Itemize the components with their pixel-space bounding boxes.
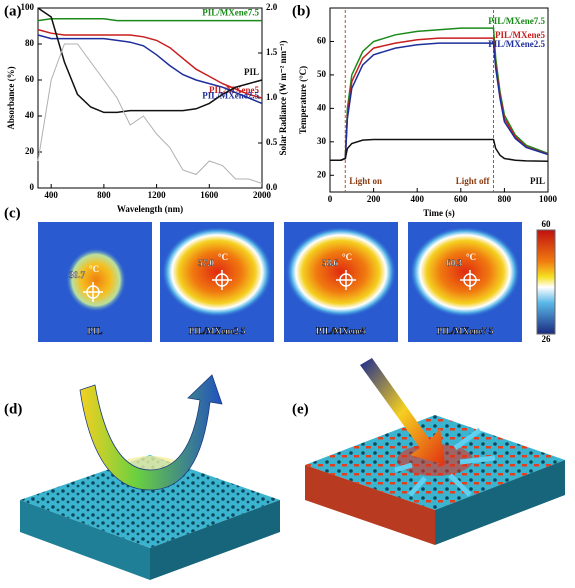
y2-axis-label: Solar Radiance (W m⁻² nm⁻¹) <box>278 40 288 155</box>
foam-side <box>435 460 565 545</box>
x-tick-label: 200 <box>367 194 381 204</box>
series-line <box>330 37 549 161</box>
illustration-d <box>20 374 280 580</box>
series-line <box>37 43 263 184</box>
x-tick-label: 0 <box>328 194 333 204</box>
y-tick-label: 50 <box>317 69 327 79</box>
y-tick-label: 80 <box>25 38 35 48</box>
y-tick-label: 100 <box>21 2 35 12</box>
y2-tick-label: 0.5 <box>266 137 278 147</box>
temperature-unit: °C <box>89 264 99 274</box>
series-line <box>330 138 549 162</box>
y-tick-label: 20 <box>25 146 35 156</box>
legend-label: PIL/MXene7.5 <box>202 8 259 18</box>
temperature-unit: °C <box>342 252 352 262</box>
temperature-reading: 58.6 <box>322 258 338 268</box>
panel-b: 0 200 400 600 800 1000 20 30 40 50 60 Time (s) Tempe… <box>298 7 558 218</box>
y-tick-label: 60 <box>317 36 327 46</box>
panel-a: 400 800 1200 1600 2000 0 20 40 60 80 100 0.0 0.5 1.0 1… <box>6 2 288 214</box>
x-axis-label: Time (s) <box>423 208 455 218</box>
temperature-reading: 57.0 <box>198 258 214 268</box>
temperature-reading: 60.3 <box>446 258 462 268</box>
image-caption: PIL/MXene5 <box>316 326 366 336</box>
legend-label: PIL/MXene5 <box>209 85 259 95</box>
panel-label: (c) <box>4 205 21 221</box>
legend-label: PIL <box>530 176 545 186</box>
legend-label: PIL/MXene7.5 <box>488 16 545 26</box>
x-tick-label: 2000 <box>253 190 272 200</box>
y-tick-label: 40 <box>317 102 327 112</box>
x-tick-label: 600 <box>454 194 468 204</box>
legend-label: PIL <box>244 67 259 77</box>
reflect-arrow <box>79 374 223 491</box>
image-caption: PIL <box>87 326 102 336</box>
illustration-e <box>305 358 565 545</box>
temperature-unit: °C <box>218 252 228 262</box>
y-tick-label: 60 <box>25 74 35 84</box>
panel-c: 30.7 °C PIL 57.0 °C PIL/MXene2.5 58.6 °C PIL/MXe… <box>38 219 556 344</box>
image-caption: PIL/MXene2.5 <box>189 326 246 336</box>
panel-label: (b) <box>292 3 310 19</box>
series-line <box>37 28 263 99</box>
foam-top <box>20 455 280 548</box>
incident-arrow <box>360 358 445 465</box>
heat-arrows <box>394 427 496 497</box>
y2-tick-label: 0.0 <box>266 182 278 192</box>
x-tick-label: 1200 <box>148 190 167 200</box>
crosshair <box>212 270 232 290</box>
thermal-spot <box>162 227 272 317</box>
y-axis-label: Absorbance (%) <box>6 66 16 129</box>
annotation-text: Light off <box>456 176 491 186</box>
colorbar <box>536 229 556 335</box>
series-line <box>37 7 263 114</box>
thermal-spot <box>286 227 396 317</box>
series-line <box>37 18 262 22</box>
x-tick-label: 800 <box>97 190 111 200</box>
colorbar-label: 60 <box>542 219 552 229</box>
y2-tick-label: 2.0 <box>266 2 278 12</box>
thermal-spot <box>66 248 126 312</box>
legend-label: PIL/MXene2.5 <box>488 39 545 49</box>
x-tick-label: 1600 <box>200 190 219 200</box>
x-axis-label: Wavelength (nm) <box>117 204 183 214</box>
series-line <box>330 42 549 161</box>
foam-side <box>150 500 280 580</box>
y-axis-label: Temperature (°C) <box>298 66 308 134</box>
y2-tick-label: 1.5 <box>266 47 278 57</box>
x-tick-label: 1000 <box>539 194 558 204</box>
y-tick-label: 20 <box>317 169 327 179</box>
foam-side <box>20 500 150 580</box>
thermal-spot <box>410 227 520 317</box>
annotation-text: Light on <box>349 176 382 186</box>
foam-side <box>305 465 435 545</box>
panel-label: (d) <box>4 401 22 417</box>
colorbar-label: 26 <box>542 334 552 344</box>
x-tick-label: 400 <box>410 194 424 204</box>
plot-frame <box>329 7 549 193</box>
panel-label: (e) <box>292 401 309 417</box>
temperature-unit: °C <box>466 252 476 262</box>
crosshair <box>336 270 356 290</box>
y2-tick-label: 1.0 <box>266 92 278 102</box>
y-tick-label: 0 <box>30 182 35 192</box>
panel-label: (a) <box>4 3 22 19</box>
y-tick-label: 40 <box>25 110 35 120</box>
image-caption: PIL/MXene7.5 <box>437 326 494 336</box>
legend-label: PIL/MXene5 <box>495 30 545 40</box>
y-tick-label: 30 <box>317 136 327 146</box>
crosshair <box>460 270 480 290</box>
temperature-reading: 30.7 <box>69 270 85 280</box>
legend-label: PIL/MXene2.5 <box>202 90 259 100</box>
crosshair <box>83 282 103 302</box>
series-line <box>37 34 263 105</box>
x-tick-label: 800 <box>498 194 512 204</box>
x-tick-label: 400 <box>44 190 58 200</box>
